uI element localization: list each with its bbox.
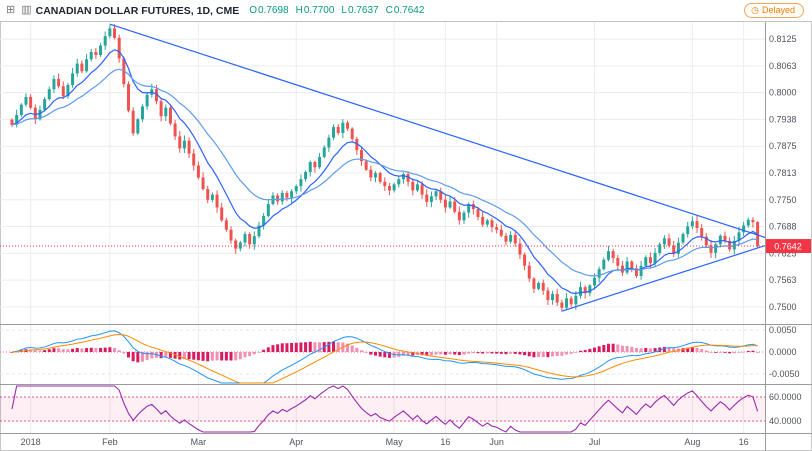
svg-text:60.0000: 60.0000 (769, 392, 802, 402)
svg-text:0.7750: 0.7750 (769, 195, 797, 205)
symbol-title[interactable]: CANADIAN DOLLAR FUTURES, 1D, CME (35, 4, 240, 17)
svg-text:Jul: Jul (589, 437, 601, 447)
svg-text:Feb: Feb (102, 437, 118, 447)
rsi-pane (0, 385, 765, 433)
svg-text:0.7563: 0.7563 (769, 275, 797, 285)
svg-text:0.8063: 0.8063 (769, 61, 797, 71)
open-label: O (249, 5, 257, 16)
time-axis[interactable]: 2018 Feb Mar Apr May 16 Jun Jul Aug 16 (21, 437, 749, 447)
clock-icon: ◷ (751, 4, 759, 15)
last-price-badge: 0.7642 (766, 239, 811, 254)
svg-text:0.8000: 0.8000 (769, 88, 797, 98)
high-value: 0.7700 (303, 5, 335, 16)
close-value: 0.7642 (393, 5, 425, 16)
svg-text:0.0050: 0.0050 (769, 325, 797, 335)
pane-separators (0, 22, 812, 451)
svg-text:16: 16 (739, 437, 749, 447)
svg-text:2018: 2018 (21, 437, 41, 447)
svg-text:0.7813: 0.7813 (769, 168, 797, 178)
svg-text:16: 16 (440, 437, 450, 447)
svg-text:0.7688: 0.7688 (769, 222, 797, 232)
svg-text:0.7938: 0.7938 (769, 114, 797, 124)
low-label: L (341, 5, 347, 16)
svg-text:Jun: Jun (489, 437, 504, 447)
price-axis[interactable]: 0.8125 0.8063 0.8000 0.7938 0.7875 0.7813 0.77… (769, 34, 802, 426)
svg-text:Aug: Aug (684, 437, 700, 447)
close-label: C (385, 5, 393, 16)
svg-text:Apr: Apr (289, 437, 303, 447)
svg-text:-0.0050: -0.0050 (769, 369, 800, 379)
price-chart-svg[interactable]: 0.8125 0.8063 0.8000 0.7938 0.7875 0.7813 0.77… (0, 22, 812, 451)
chart-toolbar: ⊞ ▥ CANADIAN DOLLAR FUTURES, 1D, CME O0.… (0, 0, 812, 22)
chart-area[interactable]: 0.8125 0.8063 0.8000 0.7938 0.7875 0.7813 0.77… (0, 22, 812, 451)
chart-type-icon[interactable]: ▥ (21, 4, 32, 16)
low-value: 0.7637 (347, 5, 379, 16)
descending-resistance (109, 23, 765, 239)
svg-text:0.7875: 0.7875 (769, 141, 797, 151)
ohlc-low: L0.7637 (341, 5, 378, 16)
delayed-label: Delayed (761, 4, 795, 15)
delayed-badge[interactable]: ◷ Delayed (744, 2, 804, 19)
layout-grid-icon[interactable]: ⊞ (6, 4, 16, 16)
svg-text:0.7500: 0.7500 (769, 302, 797, 312)
svg-text:0.7642: 0.7642 (774, 242, 802, 252)
svg-text:40.0000: 40.0000 (769, 416, 802, 426)
macd-pane (0, 329, 765, 384)
candles-layer (10, 24, 760, 312)
ohlc-open: O0.7698 (249, 5, 288, 16)
trendlines[interactable] (109, 23, 781, 312)
moving-averages (11, 49, 758, 295)
ohlc-close: C0.7642 (386, 5, 425, 16)
high-label: H (295, 5, 303, 16)
svg-text:May: May (386, 437, 404, 447)
svg-text:Mar: Mar (191, 437, 207, 447)
svg-text:0.7625: 0.7625 (769, 248, 797, 258)
ascending-support (561, 244, 765, 312)
svg-text:0.8125: 0.8125 (769, 34, 797, 44)
ohlc-high: H0.7700 (296, 5, 335, 16)
open-value: 0.7698 (258, 5, 289, 16)
svg-text:0.0000: 0.0000 (769, 347, 797, 357)
